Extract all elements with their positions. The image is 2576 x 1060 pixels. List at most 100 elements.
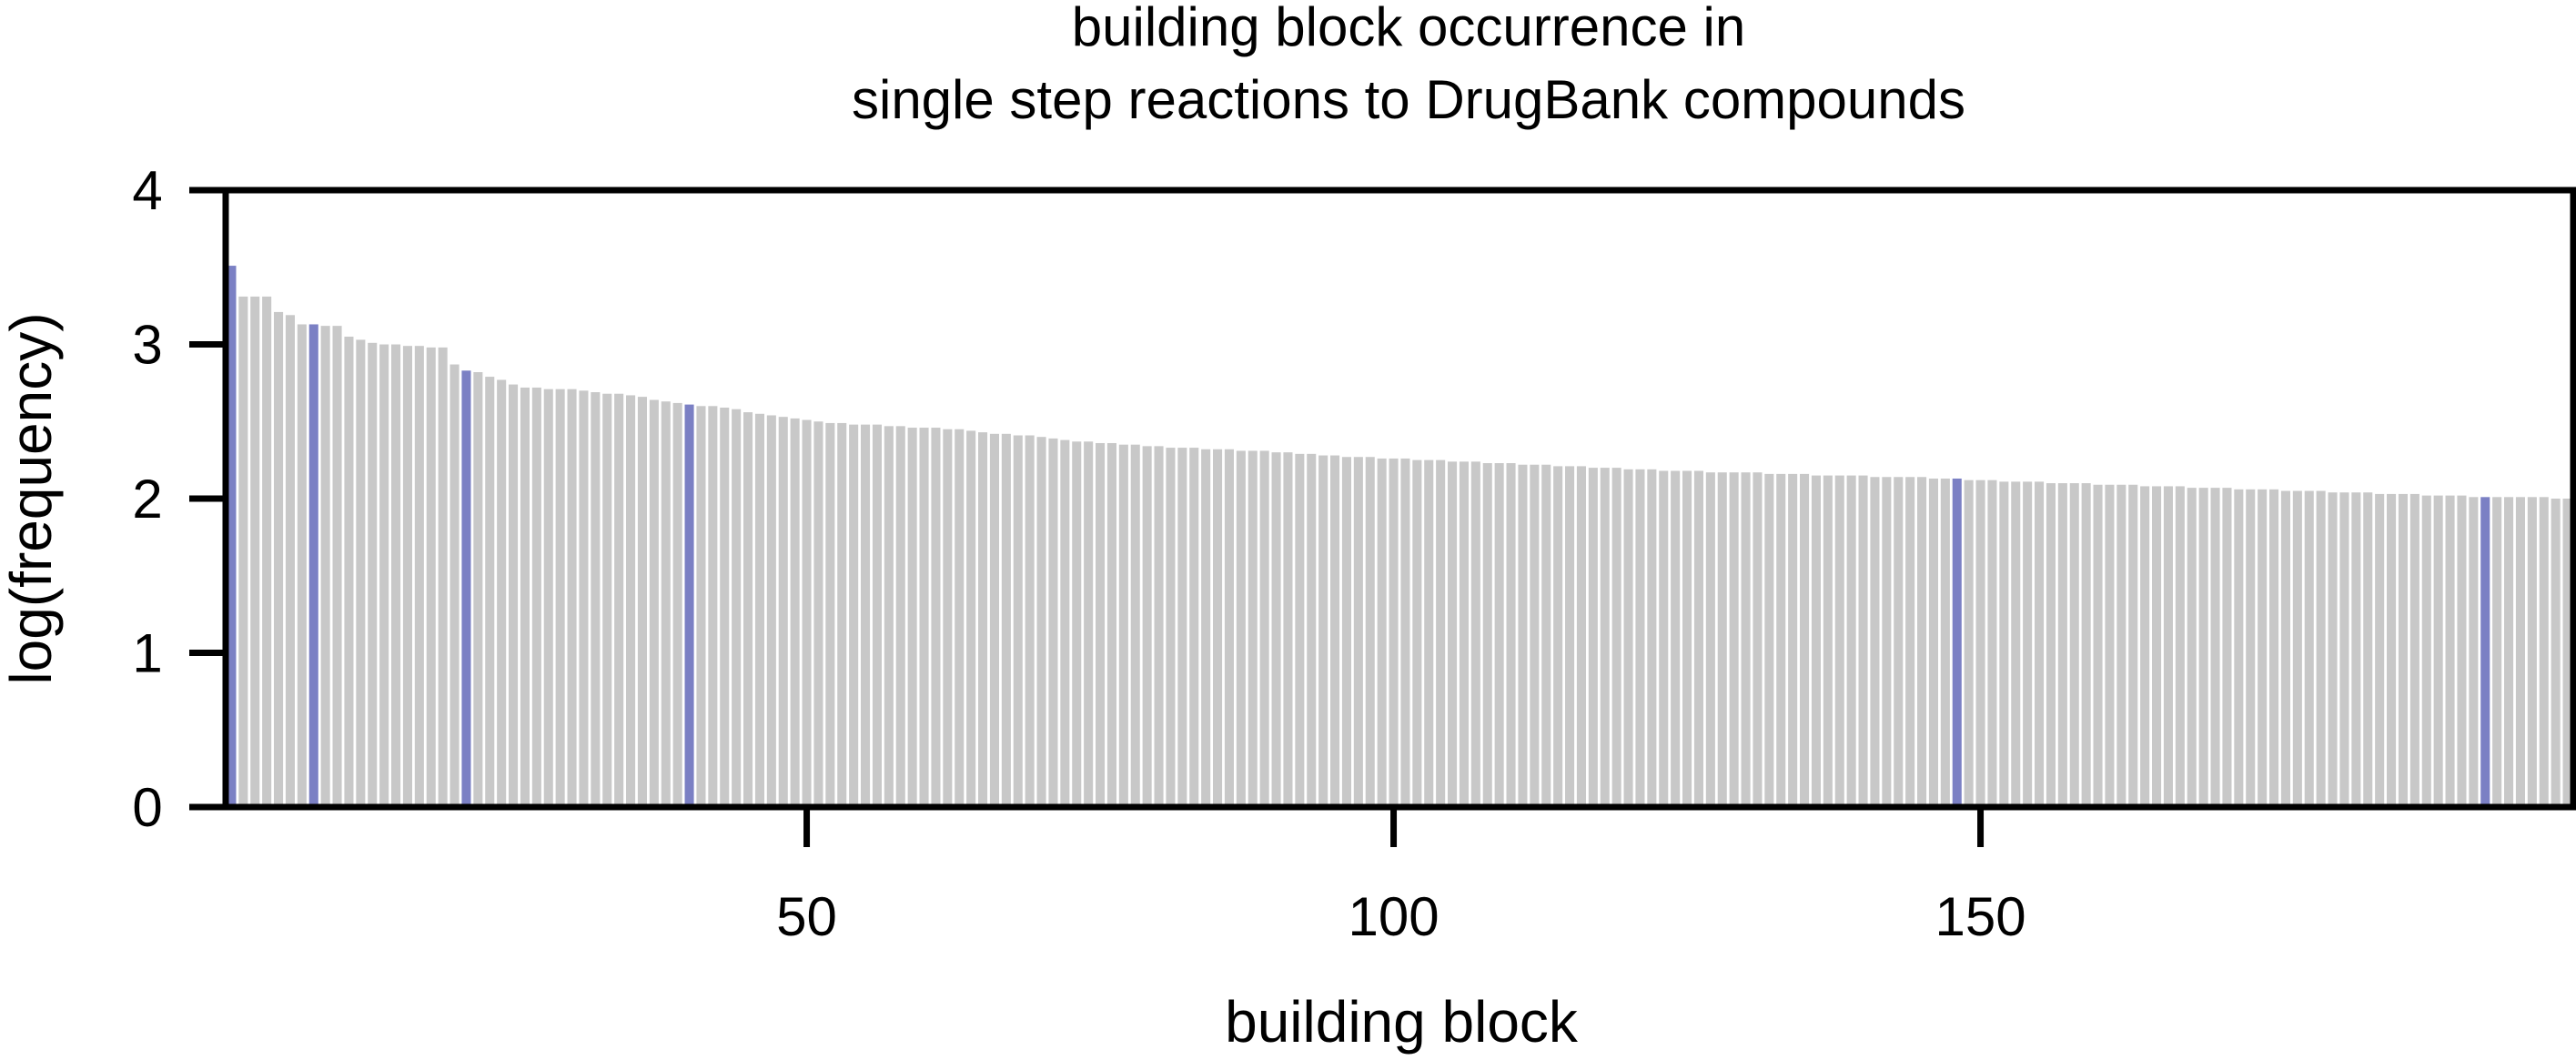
bar-highlighted (1952, 478, 1962, 807)
bar (1130, 444, 1140, 807)
bar (402, 346, 412, 807)
bar (778, 417, 788, 807)
bar (743, 412, 753, 807)
bar (1565, 466, 1575, 807)
bar-highlighted (684, 404, 694, 807)
bar (861, 424, 871, 807)
bar (2469, 497, 2479, 807)
bar (1553, 466, 1563, 807)
bar (332, 326, 342, 807)
bar (2187, 488, 2197, 807)
bar (1894, 477, 1904, 807)
x-axis-label: building block (1225, 989, 1579, 1055)
bar (1142, 446, 1152, 807)
bar (943, 429, 953, 807)
bar (1611, 468, 1621, 807)
bar (1882, 477, 1892, 807)
bar (1858, 475, 1868, 807)
bar (1811, 475, 1821, 807)
bar (2409, 493, 2419, 807)
bar (1307, 453, 1317, 807)
bar (2292, 490, 2302, 807)
bar (1729, 472, 1739, 807)
bar (1975, 480, 1985, 807)
bar (1717, 472, 1727, 807)
bar (1693, 470, 1703, 807)
bar (509, 384, 519, 807)
bar (2445, 495, 2455, 807)
bar (1834, 475, 1844, 807)
bar (2339, 492, 2349, 807)
bar (543, 389, 553, 807)
bar (1224, 449, 1234, 807)
bar (2222, 488, 2232, 807)
bar (2527, 497, 2537, 807)
bar (2398, 493, 2408, 807)
bar (1576, 466, 1586, 807)
bar (1318, 455, 1328, 807)
chart-title-line-1: building block occurrence in (1072, 0, 1745, 57)
bar (344, 337, 354, 807)
bar (356, 339, 366, 807)
bar (1166, 448, 1176, 807)
bar (1283, 452, 1293, 807)
bar (955, 429, 965, 807)
bar (438, 347, 448, 807)
bar (1154, 446, 1164, 807)
bar (1084, 441, 1094, 807)
bar (2280, 490, 2290, 807)
bar (661, 401, 671, 807)
bar (1341, 457, 1351, 807)
bar (1741, 472, 1751, 807)
bar (672, 402, 682, 807)
bar (1917, 477, 1927, 807)
y-axis-ticks: 0 1 2 3 4 (132, 160, 226, 838)
bar (2421, 495, 2431, 807)
bar (1776, 473, 1786, 807)
bar (1671, 470, 1681, 807)
bar (813, 421, 823, 807)
bar (1623, 469, 1633, 807)
bar (1106, 442, 1116, 807)
y-tick-label: 2 (132, 469, 162, 530)
bar-highlighted (227, 266, 237, 807)
bar (473, 372, 483, 807)
bar (262, 296, 272, 808)
bar (1213, 449, 1223, 807)
bar (485, 377, 495, 807)
bar (1506, 463, 1516, 807)
bar (907, 428, 917, 807)
bar (1823, 475, 1833, 807)
bar (2093, 484, 2103, 807)
bar (274, 311, 284, 807)
bar (2304, 490, 2314, 807)
bar (2035, 481, 2045, 807)
bar (1459, 461, 1469, 807)
bar (1940, 478, 1950, 807)
bar (602, 393, 612, 807)
bar (2152, 486, 2162, 807)
bar (250, 296, 260, 808)
bar (591, 392, 601, 807)
bar (2057, 483, 2067, 807)
bar (884, 426, 894, 807)
bar (802, 419, 812, 807)
bar (1470, 461, 1480, 807)
bar (1987, 480, 1997, 807)
y-tick-label: 1 (132, 623, 162, 684)
bar (1659, 470, 1669, 807)
bar (1928, 478, 1938, 807)
bar (1377, 458, 1387, 807)
bar (1353, 457, 1363, 807)
bar (379, 344, 389, 807)
y-tick-label: 4 (132, 160, 162, 221)
bar (2198, 488, 2208, 807)
bar (520, 387, 530, 807)
bar (2011, 481, 2021, 807)
x-tick-label: 50 (776, 886, 837, 947)
bar (931, 428, 941, 807)
bar (1412, 459, 1422, 808)
bar (720, 408, 730, 807)
bar (1588, 468, 1598, 807)
